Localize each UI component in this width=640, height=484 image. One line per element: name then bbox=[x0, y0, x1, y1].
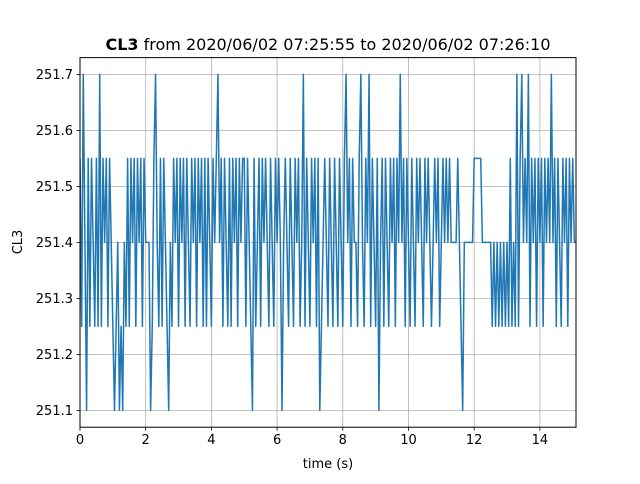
y-tick-label: 251.7 bbox=[36, 68, 73, 83]
series-line bbox=[80, 73, 576, 412]
chart-title-rest: from 2020/06/02 07:25:55 to 2020/06/02 0… bbox=[139, 35, 551, 54]
y-axis-label: CL3 bbox=[11, 230, 26, 255]
x-tick-label: 12 bbox=[466, 433, 483, 448]
x-tick-label: 10 bbox=[400, 433, 417, 448]
x-tick-label: 6 bbox=[273, 433, 281, 448]
y-tick-label: 251.1 bbox=[36, 404, 73, 419]
chart-title-bold: CL3 bbox=[105, 35, 138, 54]
chart-title: CL3 from 2020/06/02 07:25:55 to 2020/06/… bbox=[105, 35, 550, 54]
y-tick-label: 251.6 bbox=[36, 124, 73, 139]
x-axis-label: time (s) bbox=[303, 457, 353, 472]
data-series bbox=[80, 73, 576, 412]
x-tick-label: 14 bbox=[532, 433, 549, 448]
x-axis-ticks: 0 2 4 6 8 10 12 14 bbox=[76, 427, 548, 448]
y-axis-ticks: 251.1 251.2 251.3 251.4 251.5 251.6 251.7 bbox=[36, 68, 80, 419]
x-tick-label: 2 bbox=[142, 433, 150, 448]
x-tick-label: 4 bbox=[207, 433, 215, 448]
y-tick-label: 251.3 bbox=[36, 292, 73, 307]
y-tick-label: 251.4 bbox=[36, 236, 73, 251]
x-tick-label: 0 bbox=[76, 433, 84, 448]
y-tick-label: 251.5 bbox=[36, 180, 73, 195]
x-tick-label: 8 bbox=[339, 433, 347, 448]
y-tick-label: 251.2 bbox=[36, 348, 73, 363]
